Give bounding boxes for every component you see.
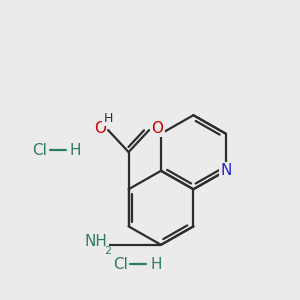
Text: 2: 2: [104, 246, 111, 256]
Text: NH: NH: [85, 234, 108, 249]
Text: Cl: Cl: [33, 142, 47, 158]
Text: N: N: [220, 163, 232, 178]
Text: H: H: [150, 257, 162, 272]
Text: H: H: [70, 142, 81, 158]
Text: Cl: Cl: [113, 257, 128, 272]
Text: H: H: [103, 112, 113, 125]
Text: O: O: [94, 121, 106, 136]
Text: O: O: [152, 121, 164, 136]
